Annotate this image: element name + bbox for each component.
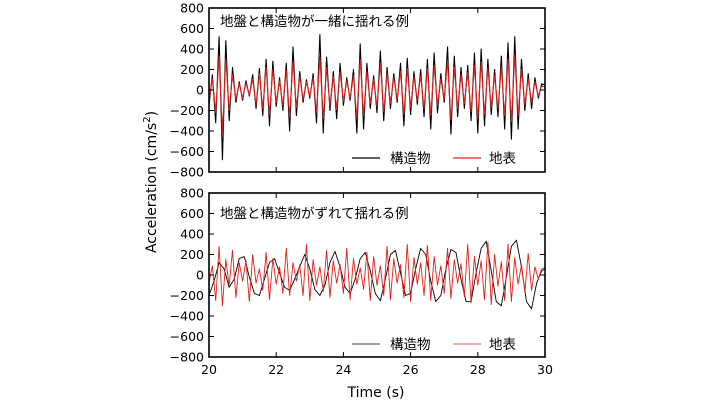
y-axis-label-exponent: 2 bbox=[142, 116, 153, 122]
legend-bottom: 構造物 地表 bbox=[352, 337, 517, 353]
series-line-structure bbox=[208, 34, 546, 161]
x-tick-label: 20 bbox=[201, 362, 217, 377]
y-tick-label: 600 bbox=[180, 21, 204, 36]
y-tick-label: 200 bbox=[180, 247, 204, 262]
panel-title-bottom: 地盤と構造物がずれて揺れる例 bbox=[220, 206, 409, 222]
y-tick-label: 800 bbox=[180, 1, 204, 16]
panel-top: 地盤と構造物が一緒に揺れる例 構造物 地表 −800 −600 −400 −200 0 2… bbox=[170, 1, 546, 180]
y-axis-label-close: ) bbox=[144, 111, 160, 116]
y-tick-label: −400 bbox=[170, 124, 204, 139]
y-tick-label: −200 bbox=[170, 288, 204, 303]
y-tick-label: 400 bbox=[180, 227, 204, 242]
y-ticks-bottom: −800 −600 −400 −200 0 200 400 600 800 bbox=[170, 186, 545, 365]
x-axis-label: Time (s) bbox=[347, 385, 405, 400]
y-tick-label: −600 bbox=[170, 329, 204, 344]
legend-top: 構造物 地表 bbox=[352, 151, 517, 167]
legend-label-structure-2: 構造物 bbox=[390, 337, 431, 353]
y-axis-label: Acceleration (cm/s2) bbox=[142, 111, 160, 253]
y-tick-label: −800 bbox=[170, 350, 204, 365]
plot-area-bottom bbox=[208, 239, 546, 310]
y-axis-label-main: Acceleration (cm/s bbox=[144, 123, 160, 253]
y-tick-label: −400 bbox=[170, 309, 204, 324]
y-tick-label: 600 bbox=[180, 206, 204, 221]
x-tick-label: 30 bbox=[537, 362, 553, 377]
y-tick-label: −800 bbox=[170, 165, 204, 180]
panel-bottom: 地盤と構造物がずれて揺れる例 構造物 地表 −800−600−400−20002… bbox=[170, 186, 553, 378]
series-line-ground bbox=[208, 241, 546, 307]
panel-frame-top bbox=[208, 7, 546, 173]
x-tick-label: 28 bbox=[470, 362, 486, 377]
x-tick-label: 26 bbox=[403, 362, 419, 377]
x-tick-label: 22 bbox=[268, 362, 284, 377]
legend-label-structure: 構造物 bbox=[390, 151, 431, 167]
plot-area-top bbox=[208, 34, 546, 161]
y-ticks-top: −800 −600 −400 −200 0 200 400 600 800 bbox=[170, 1, 545, 180]
series-line-structure bbox=[208, 239, 546, 310]
y-tick-label: 0 bbox=[196, 268, 204, 283]
y-tick-label: −600 bbox=[170, 144, 204, 159]
legend-label-ground: 地表 bbox=[489, 151, 517, 167]
x-ticks-top bbox=[208, 8, 546, 172]
legend-label-ground-2: 地表 bbox=[489, 337, 517, 353]
series-line-ground bbox=[208, 54, 546, 134]
panel-title-top: 地盤と構造物が一緒に揺れる例 bbox=[220, 14, 409, 30]
y-tick-label: 200 bbox=[180, 62, 204, 77]
y-tick-label: 0 bbox=[196, 83, 204, 98]
y-tick-label: 800 bbox=[180, 186, 204, 201]
y-tick-label: 400 bbox=[180, 42, 204, 57]
y-tick-label: −200 bbox=[170, 103, 204, 118]
x-tick-label: 24 bbox=[335, 362, 351, 377]
x-ticks-bottom: 20 22 24 26 28 30 bbox=[201, 193, 553, 377]
